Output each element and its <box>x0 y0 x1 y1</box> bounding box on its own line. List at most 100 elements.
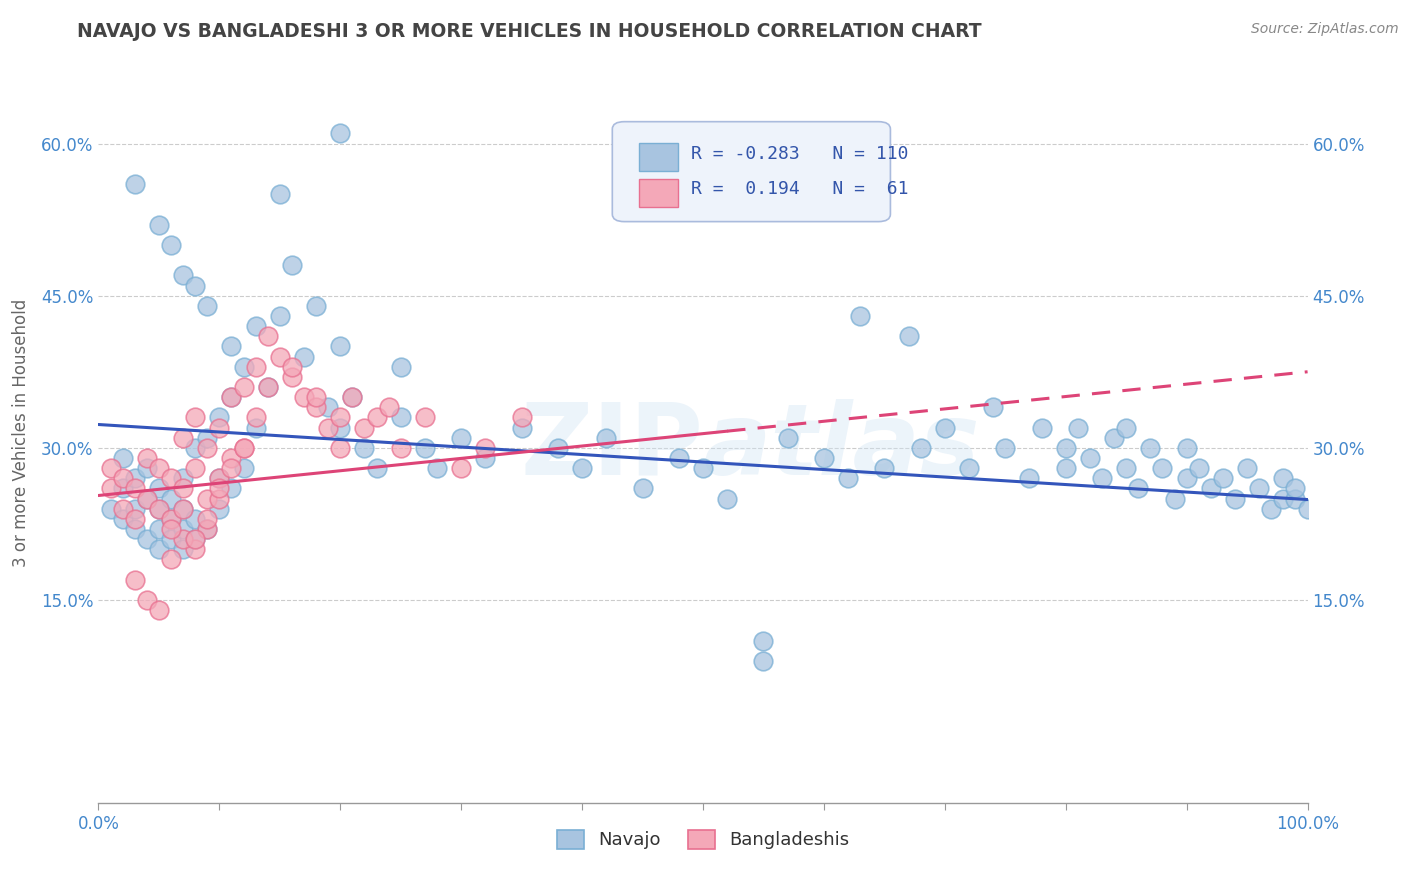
Point <box>148 603 170 617</box>
Point <box>148 218 170 232</box>
Point <box>1054 441 1077 455</box>
Point <box>172 532 194 546</box>
Point <box>124 522 146 536</box>
Point <box>245 359 267 374</box>
Point <box>281 258 304 272</box>
Point <box>474 441 496 455</box>
Point <box>329 420 352 434</box>
Point <box>111 450 134 465</box>
Point <box>135 593 157 607</box>
Point <box>873 461 896 475</box>
Point <box>389 410 412 425</box>
Point <box>1067 420 1090 434</box>
Point <box>994 441 1017 455</box>
Point <box>752 633 775 648</box>
Text: atlas: atlas <box>703 399 980 496</box>
Text: Source: ZipAtlas.com: Source: ZipAtlas.com <box>1251 22 1399 37</box>
Point <box>160 532 183 546</box>
Point <box>1212 471 1234 485</box>
Point <box>245 319 267 334</box>
Point <box>111 501 134 516</box>
Point <box>148 501 170 516</box>
Point <box>195 299 218 313</box>
Point <box>184 441 207 455</box>
Point <box>1139 441 1161 455</box>
Point <box>668 450 690 465</box>
Point <box>172 268 194 283</box>
Point <box>510 420 533 434</box>
Point <box>195 522 218 536</box>
Point <box>184 532 207 546</box>
Point <box>389 359 412 374</box>
Point <box>195 441 218 455</box>
Point <box>160 512 183 526</box>
Point <box>1163 491 1185 506</box>
Point <box>353 420 375 434</box>
Point <box>135 491 157 506</box>
Point <box>148 461 170 475</box>
Point <box>256 380 278 394</box>
Point <box>195 431 218 445</box>
Point <box>232 441 254 455</box>
Point <box>269 187 291 202</box>
Point <box>813 450 835 465</box>
Point <box>232 461 254 475</box>
Point <box>195 491 218 506</box>
Point <box>135 532 157 546</box>
Point <box>208 420 231 434</box>
Point <box>160 552 183 566</box>
Point <box>1260 501 1282 516</box>
Point <box>1115 420 1137 434</box>
Point <box>111 471 134 485</box>
Point <box>292 390 315 404</box>
Point <box>1054 461 1077 475</box>
Point <box>124 471 146 485</box>
Point <box>353 441 375 455</box>
Point <box>281 359 304 374</box>
Point <box>1091 471 1114 485</box>
Point <box>269 350 291 364</box>
Point <box>450 461 472 475</box>
Point <box>366 410 388 425</box>
Point <box>221 450 243 465</box>
Point <box>232 359 254 374</box>
Point <box>160 471 183 485</box>
Point <box>100 461 122 475</box>
Text: R = -0.283   N = 110: R = -0.283 N = 110 <box>690 145 908 162</box>
Point <box>100 501 122 516</box>
Point <box>124 177 146 191</box>
Point <box>305 299 328 313</box>
Point <box>208 491 231 506</box>
Point <box>160 522 183 536</box>
Point <box>752 654 775 668</box>
Point <box>172 542 194 557</box>
Point <box>1175 471 1198 485</box>
Point <box>316 401 339 415</box>
Point <box>1249 482 1271 496</box>
Point <box>124 512 146 526</box>
Point <box>377 401 399 415</box>
Point <box>571 461 593 475</box>
Point <box>148 501 170 516</box>
Point <box>316 420 339 434</box>
Bar <box>638 143 678 171</box>
Point <box>510 410 533 425</box>
Point <box>221 339 243 353</box>
Point <box>232 380 254 394</box>
Point <box>981 401 1004 415</box>
Point <box>135 450 157 465</box>
Point <box>1175 441 1198 455</box>
Point <box>148 542 170 557</box>
Point <box>1152 461 1174 475</box>
Point <box>160 512 183 526</box>
Point <box>135 461 157 475</box>
Point <box>897 329 920 343</box>
Point <box>547 441 569 455</box>
Point <box>148 522 170 536</box>
Point <box>329 127 352 141</box>
Legend: Navajo, Bangladeshis: Navajo, Bangladeshis <box>550 823 856 856</box>
Point <box>366 461 388 475</box>
Point <box>245 420 267 434</box>
Point <box>124 573 146 587</box>
Point <box>305 401 328 415</box>
